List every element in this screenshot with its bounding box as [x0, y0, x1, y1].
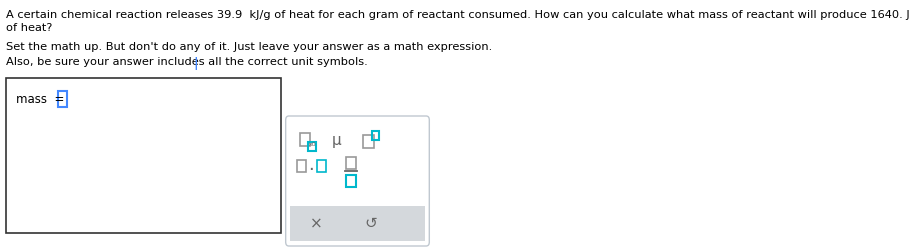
Bar [317, 160, 326, 172]
Text: ↺: ↺ [365, 216, 378, 231]
Bar [289, 206, 425, 241]
Text: A certain chemical reaction releases 39.9  kJ/g of heat for each gram of reactan: A certain chemical reaction releases 39.… [6, 10, 910, 20]
Bar [346, 175, 356, 187]
Text: ×: × [310, 216, 323, 231]
Text: mass  =: mass = [16, 93, 64, 106]
Bar [372, 131, 379, 140]
FancyBboxPatch shape [286, 116, 429, 246]
Bar [346, 157, 356, 169]
Text: Also, be sure your answer includes all the correct unit symbols.: Also, be sure your answer includes all t… [6, 57, 368, 67]
Text: of heat?: of heat? [6, 23, 52, 33]
Bar [363, 135, 374, 148]
Bar [297, 160, 306, 172]
Text: μ: μ [332, 133, 342, 148]
Text: Set the math up. But don't do any of it. Just leave your answer as a math expres: Set the math up. But don't do any of it.… [6, 42, 493, 52]
Text: |: | [194, 57, 199, 70]
Bar [58, 91, 67, 107]
Bar [309, 142, 315, 151]
Text: x0: x0 [309, 142, 317, 147]
Bar [6, 78, 281, 233]
Bar [300, 133, 310, 146]
Text: ·: · [308, 161, 313, 179]
